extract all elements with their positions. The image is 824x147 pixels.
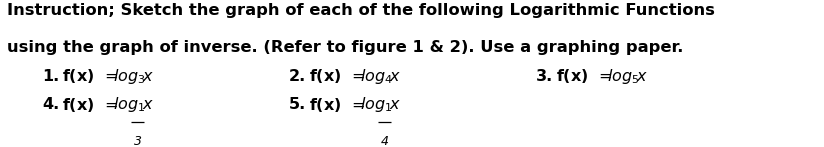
Text: 3.: 3. — [536, 69, 553, 84]
Text: $\mathit{log_{4}\! x}$: $\mathit{log_{4}\! x}$ — [360, 67, 400, 86]
Text: $\bf{f(x)}$  =: $\bf{f(x)}$ = — [62, 96, 118, 114]
Text: 2.: 2. — [288, 69, 306, 84]
Text: $\mathit{log_{1}\! x}$: $\mathit{log_{1}\! x}$ — [360, 95, 400, 114]
Text: $\mathit{log_{5}\! x}$: $\mathit{log_{5}\! x}$ — [606, 67, 648, 86]
Text: $\bf{f(x)}$  =: $\bf{f(x)}$ = — [309, 96, 365, 114]
Text: $\bf{f(x)}$  =: $\bf{f(x)}$ = — [309, 67, 365, 85]
Text: using the graph of inverse. (Refer to figure 1 & 2). Use a graphing paper.: using the graph of inverse. (Refer to fi… — [7, 40, 683, 55]
Text: 1.: 1. — [42, 69, 59, 84]
Text: $\bf{f(x)}$  =: $\bf{f(x)}$ = — [556, 67, 611, 85]
Text: 3: 3 — [133, 135, 142, 147]
Text: $\bf{f(x)}$  =: $\bf{f(x)}$ = — [62, 67, 118, 85]
Text: Instruction; Sketch the graph of each of the following Logarithmic Functions: Instruction; Sketch the graph of each of… — [7, 3, 714, 18]
Text: $\mathit{log_{3}\! x}$: $\mathit{log_{3}\! x}$ — [113, 67, 154, 86]
Text: 4: 4 — [381, 135, 389, 147]
Text: $\mathit{log_{1}\! x}$: $\mathit{log_{1}\! x}$ — [113, 95, 154, 114]
Text: 5.: 5. — [288, 97, 306, 112]
Text: 4.: 4. — [42, 97, 59, 112]
